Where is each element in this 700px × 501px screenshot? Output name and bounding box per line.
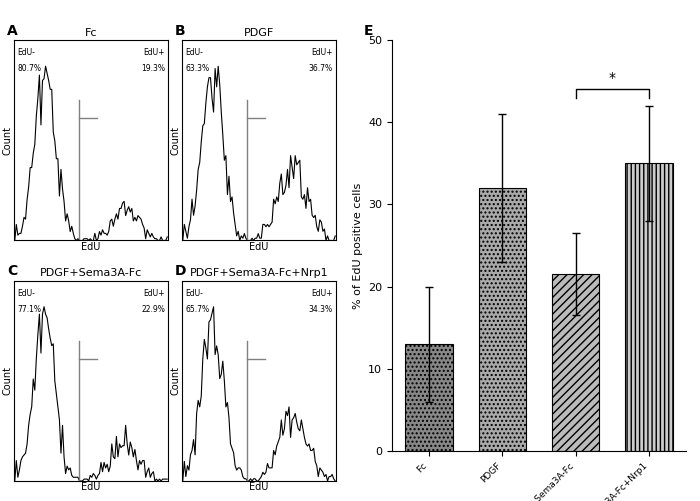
Text: 65.7%: 65.7%	[185, 305, 209, 314]
Text: 34.3%: 34.3%	[309, 305, 333, 314]
Bar	[552, 274, 599, 451]
Text: 63.3%: 63.3%	[185, 64, 209, 73]
Text: 80.7%: 80.7%	[17, 64, 41, 73]
Text: B: B	[175, 24, 186, 38]
Title: Fc: Fc	[85, 28, 97, 38]
Text: EdU-: EdU-	[17, 289, 35, 298]
Text: EdU-: EdU-	[17, 48, 35, 57]
X-axis label: EdU: EdU	[81, 482, 101, 492]
Text: 77.1%: 77.1%	[17, 305, 41, 314]
Y-axis label: % of EdU positive cells: % of EdU positive cells	[353, 182, 363, 309]
Bar	[405, 344, 453, 451]
Text: C: C	[7, 264, 18, 278]
Text: E: E	[364, 24, 374, 38]
Text: 19.3%: 19.3%	[141, 64, 165, 73]
Y-axis label: Count: Count	[3, 126, 13, 155]
Text: D: D	[175, 264, 186, 278]
Y-axis label: Count: Count	[171, 366, 181, 395]
Text: EdU+: EdU+	[312, 289, 333, 298]
Text: A: A	[7, 24, 18, 38]
X-axis label: EdU: EdU	[81, 242, 101, 252]
Y-axis label: Count: Count	[171, 126, 181, 155]
Title: PDGF+Sema3A-Fc: PDGF+Sema3A-Fc	[40, 269, 142, 279]
Title: PDGF: PDGF	[244, 28, 274, 38]
Text: 22.9%: 22.9%	[141, 305, 165, 314]
X-axis label: EdU: EdU	[249, 242, 269, 252]
Title: PDGF+Sema3A-Fc+Nrp1: PDGF+Sema3A-Fc+Nrp1	[190, 269, 328, 279]
Text: 36.7%: 36.7%	[309, 64, 333, 73]
Text: EdU-: EdU-	[185, 289, 203, 298]
Text: EdU-: EdU-	[185, 48, 203, 57]
Y-axis label: Count: Count	[3, 366, 13, 395]
Bar	[625, 163, 673, 451]
X-axis label: EdU: EdU	[249, 482, 269, 492]
Text: EdU+: EdU+	[312, 48, 333, 57]
Text: EdU+: EdU+	[144, 289, 165, 298]
Text: *: *	[609, 71, 616, 85]
Bar	[479, 188, 526, 451]
Text: EdU+: EdU+	[144, 48, 165, 57]
